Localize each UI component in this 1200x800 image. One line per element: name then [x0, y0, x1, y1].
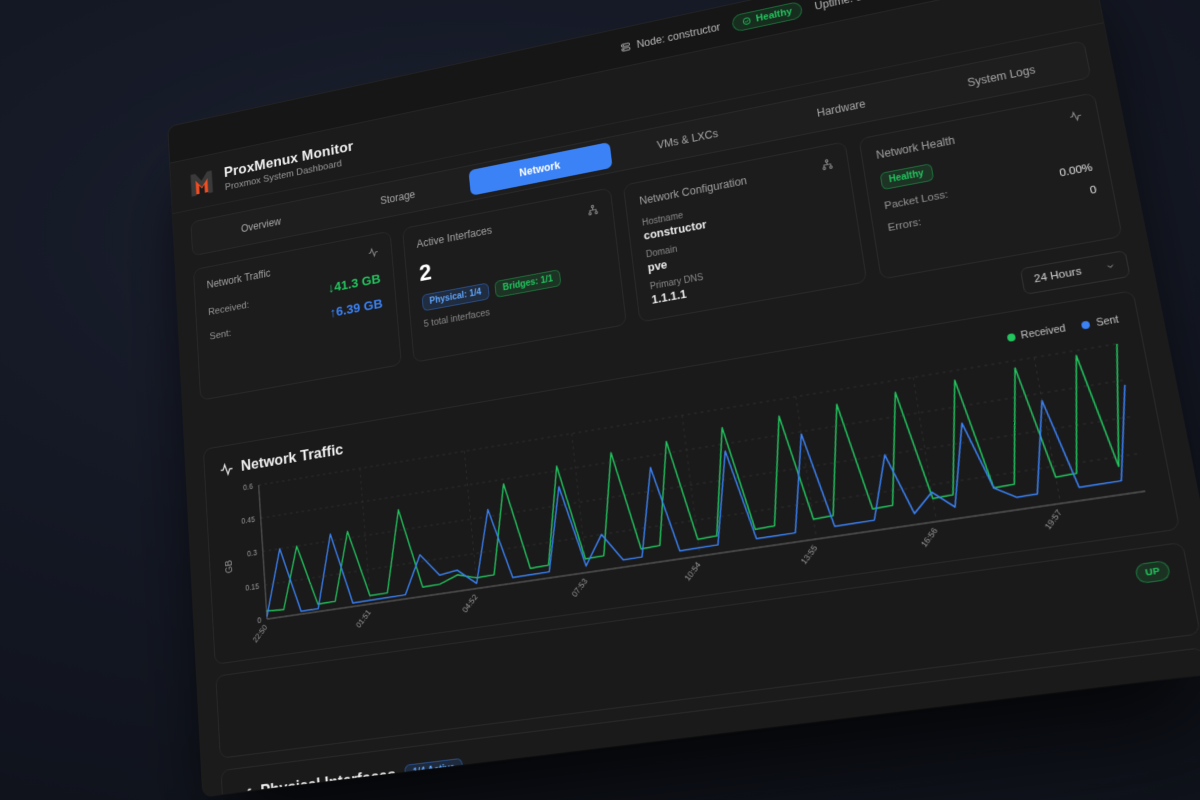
check-circle-icon: [742, 15, 752, 25]
physical-interfaces-title-group: Physical Interfaces: [238, 765, 397, 797]
activity-icon: [367, 246, 379, 263]
received-label: Received:: [207, 299, 250, 318]
sent-label: Sent:: [209, 328, 232, 343]
errors-value: 0: [1089, 184, 1098, 197]
physical-active-badge: 1/4 Active: [404, 757, 464, 784]
svg-text:19:57: 19:57: [1043, 508, 1065, 532]
svg-text:0.45: 0.45: [241, 515, 255, 526]
card-title: Active Interfaces: [416, 223, 493, 251]
network-traffic-chart: 0 0.15 0.3 0.45 0.6 22:50 01:51 04:52 07:53 10:54…: [241, 335, 1158, 644]
svg-text:04:52: 04:52: [460, 593, 479, 615]
y-axis-label: GB: [224, 559, 235, 574]
packet-loss-value: 0.00%: [1058, 162, 1094, 180]
received-amount: 41.3 GB: [333, 271, 382, 295]
legend-label-sent: Sent: [1095, 313, 1120, 330]
card-title: Network Health: [875, 133, 956, 162]
packet-loss-label: Packet Loss:: [883, 189, 949, 212]
card-network-configuration: Network Configuration Hostname construct…: [622, 141, 867, 323]
badge-physical: Physical: 1/4: [421, 282, 490, 312]
legend-item-sent: Sent: [1081, 314, 1120, 332]
card-active-interfaces: Active Interfaces 2 Physical: 1/4 Bridge…: [401, 187, 627, 363]
server-icon: [619, 41, 631, 53]
tab-vms-lxcs[interactable]: VMs & LXCs: [656, 127, 719, 152]
tab-network[interactable]: Network: [468, 141, 613, 196]
proxmenux-logo-icon: [188, 167, 216, 200]
card-network-traffic: Network Traffic Received: ↓41.3 GB Sent:: [193, 230, 402, 401]
tab-overview[interactable]: Overview: [240, 215, 282, 235]
svg-text:13:55: 13:55: [799, 543, 819, 566]
activity-icon: [1068, 109, 1084, 128]
health-status-badge: Healthy: [879, 163, 934, 191]
svg-text:07:53: 07:53: [570, 577, 589, 599]
status-badge-up: UP: [1133, 559, 1172, 585]
sent-value: ↑6.39 GB: [329, 296, 383, 320]
network-icon: [586, 203, 599, 221]
svg-text:10:54: 10:54: [683, 560, 703, 583]
node-label: Node: constructor: [635, 20, 721, 51]
errors-label: Errors:: [887, 216, 923, 234]
chevron-down-icon: [1104, 261, 1116, 272]
badge-bridges: Bridges: 1/1: [494, 269, 562, 298]
physical-interfaces-title: Physical Interfaces: [260, 765, 397, 797]
legend-dot-received: [1006, 333, 1016, 343]
tab-storage[interactable]: Storage: [379, 188, 416, 207]
svg-text:0.3: 0.3: [247, 548, 257, 559]
card-title: Network Traffic: [206, 266, 271, 292]
sent-amount: 6.39 GB: [335, 296, 384, 320]
activity-icon: [219, 460, 234, 477]
network-icon: [820, 158, 835, 176]
svg-text:0.15: 0.15: [245, 582, 259, 593]
health-status-badge: Healthy: [731, 0, 804, 33]
svg-text:01:51: 01:51: [354, 608, 373, 630]
svg-text:0: 0: [257, 616, 262, 626]
svg-text:0.6: 0.6: [243, 482, 253, 492]
legend-item-received: Received: [1006, 323, 1067, 344]
card-network-health: Network Health Healthy Packet Loss: 0.00…: [857, 92, 1123, 280]
legend-label-received: Received: [1020, 322, 1067, 342]
health-badge-label: Healthy: [755, 5, 793, 24]
brand-header: ProxMenux Monitor Proxmox System Dashboa…: [170, 0, 1104, 215]
tab-hardware[interactable]: Hardware: [815, 97, 867, 120]
time-range-select[interactable]: 24 Hours: [1019, 249, 1131, 295]
chart-area: GB 0 0.15 0.3 0.45 0.6 22:50 01:51 04:52 07:53 10…: [221, 335, 1158, 652]
legend-dot-sent: [1081, 320, 1091, 330]
time-range-value: 24 Hours: [1033, 265, 1083, 286]
ethernet-icon: [238, 784, 254, 796]
app-window: Node: constructor Healthy Uptime: 5 days…: [168, 0, 1200, 797]
received-value: ↓41.3 GB: [327, 271, 381, 295]
svg-text:16:56: 16:56: [919, 526, 940, 549]
network-traffic-chart-panel: Network Traffic Received Sent GB 0 0.15 0.…: [202, 290, 1181, 665]
svg-text:22:50: 22:50: [251, 623, 269, 644]
